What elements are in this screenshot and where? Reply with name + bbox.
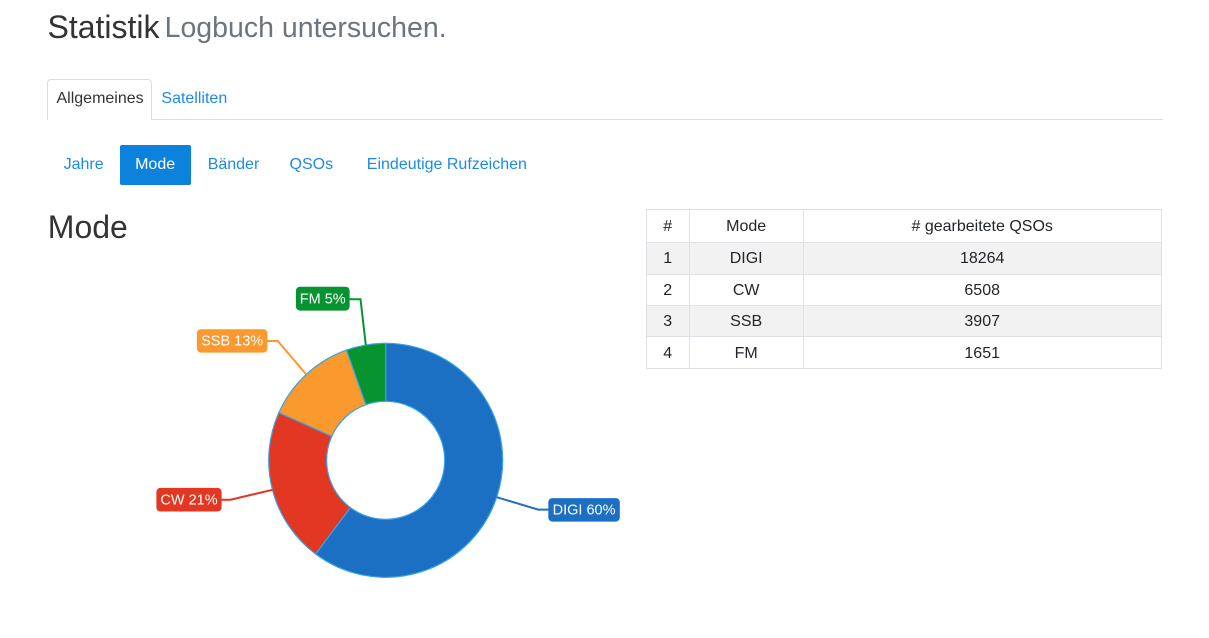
- svg-text:DIGI 60%: DIGI 60%: [553, 503, 616, 519]
- svg-text:FM 5%: FM 5%: [300, 291, 346, 307]
- svg-text:CW 21%: CW 21%: [160, 493, 217, 509]
- svg-text:SSB 13%: SSB 13%: [201, 334, 263, 350]
